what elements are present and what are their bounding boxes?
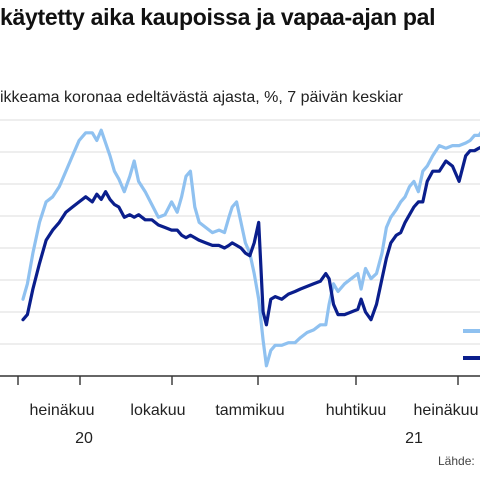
x-axis: heinäkuu lokakuu tammikuu huhtikuu heinäkuu 2… — [0, 375, 480, 447]
series-line-dark — [21, 145, 480, 327]
legend — [463, 329, 480, 360]
x-tick-label-1: lokakuu — [130, 402, 185, 419]
x-tick-label-4: heinäkuu — [414, 402, 479, 419]
series-line-light — [21, 128, 480, 368]
x-year-label-1: 21 — [405, 430, 423, 447]
x-tick-label-0: heinäkuu — [30, 402, 95, 419]
series-lines — [21, 128, 480, 368]
x-tick-label-3: huhtikuu — [326, 402, 387, 419]
chart-subtitle: ikkeama koronaa edeltävästä ajasta, %, 7… — [0, 89, 403, 106]
chart-title: käytetty aika kaupoissa ja vapaa-ajan pa… — [0, 4, 436, 30]
x-tick-label-2: tammikuu — [215, 402, 284, 419]
source-label: Lähde: — [438, 454, 475, 468]
x-year-label-0: 20 — [75, 430, 93, 447]
